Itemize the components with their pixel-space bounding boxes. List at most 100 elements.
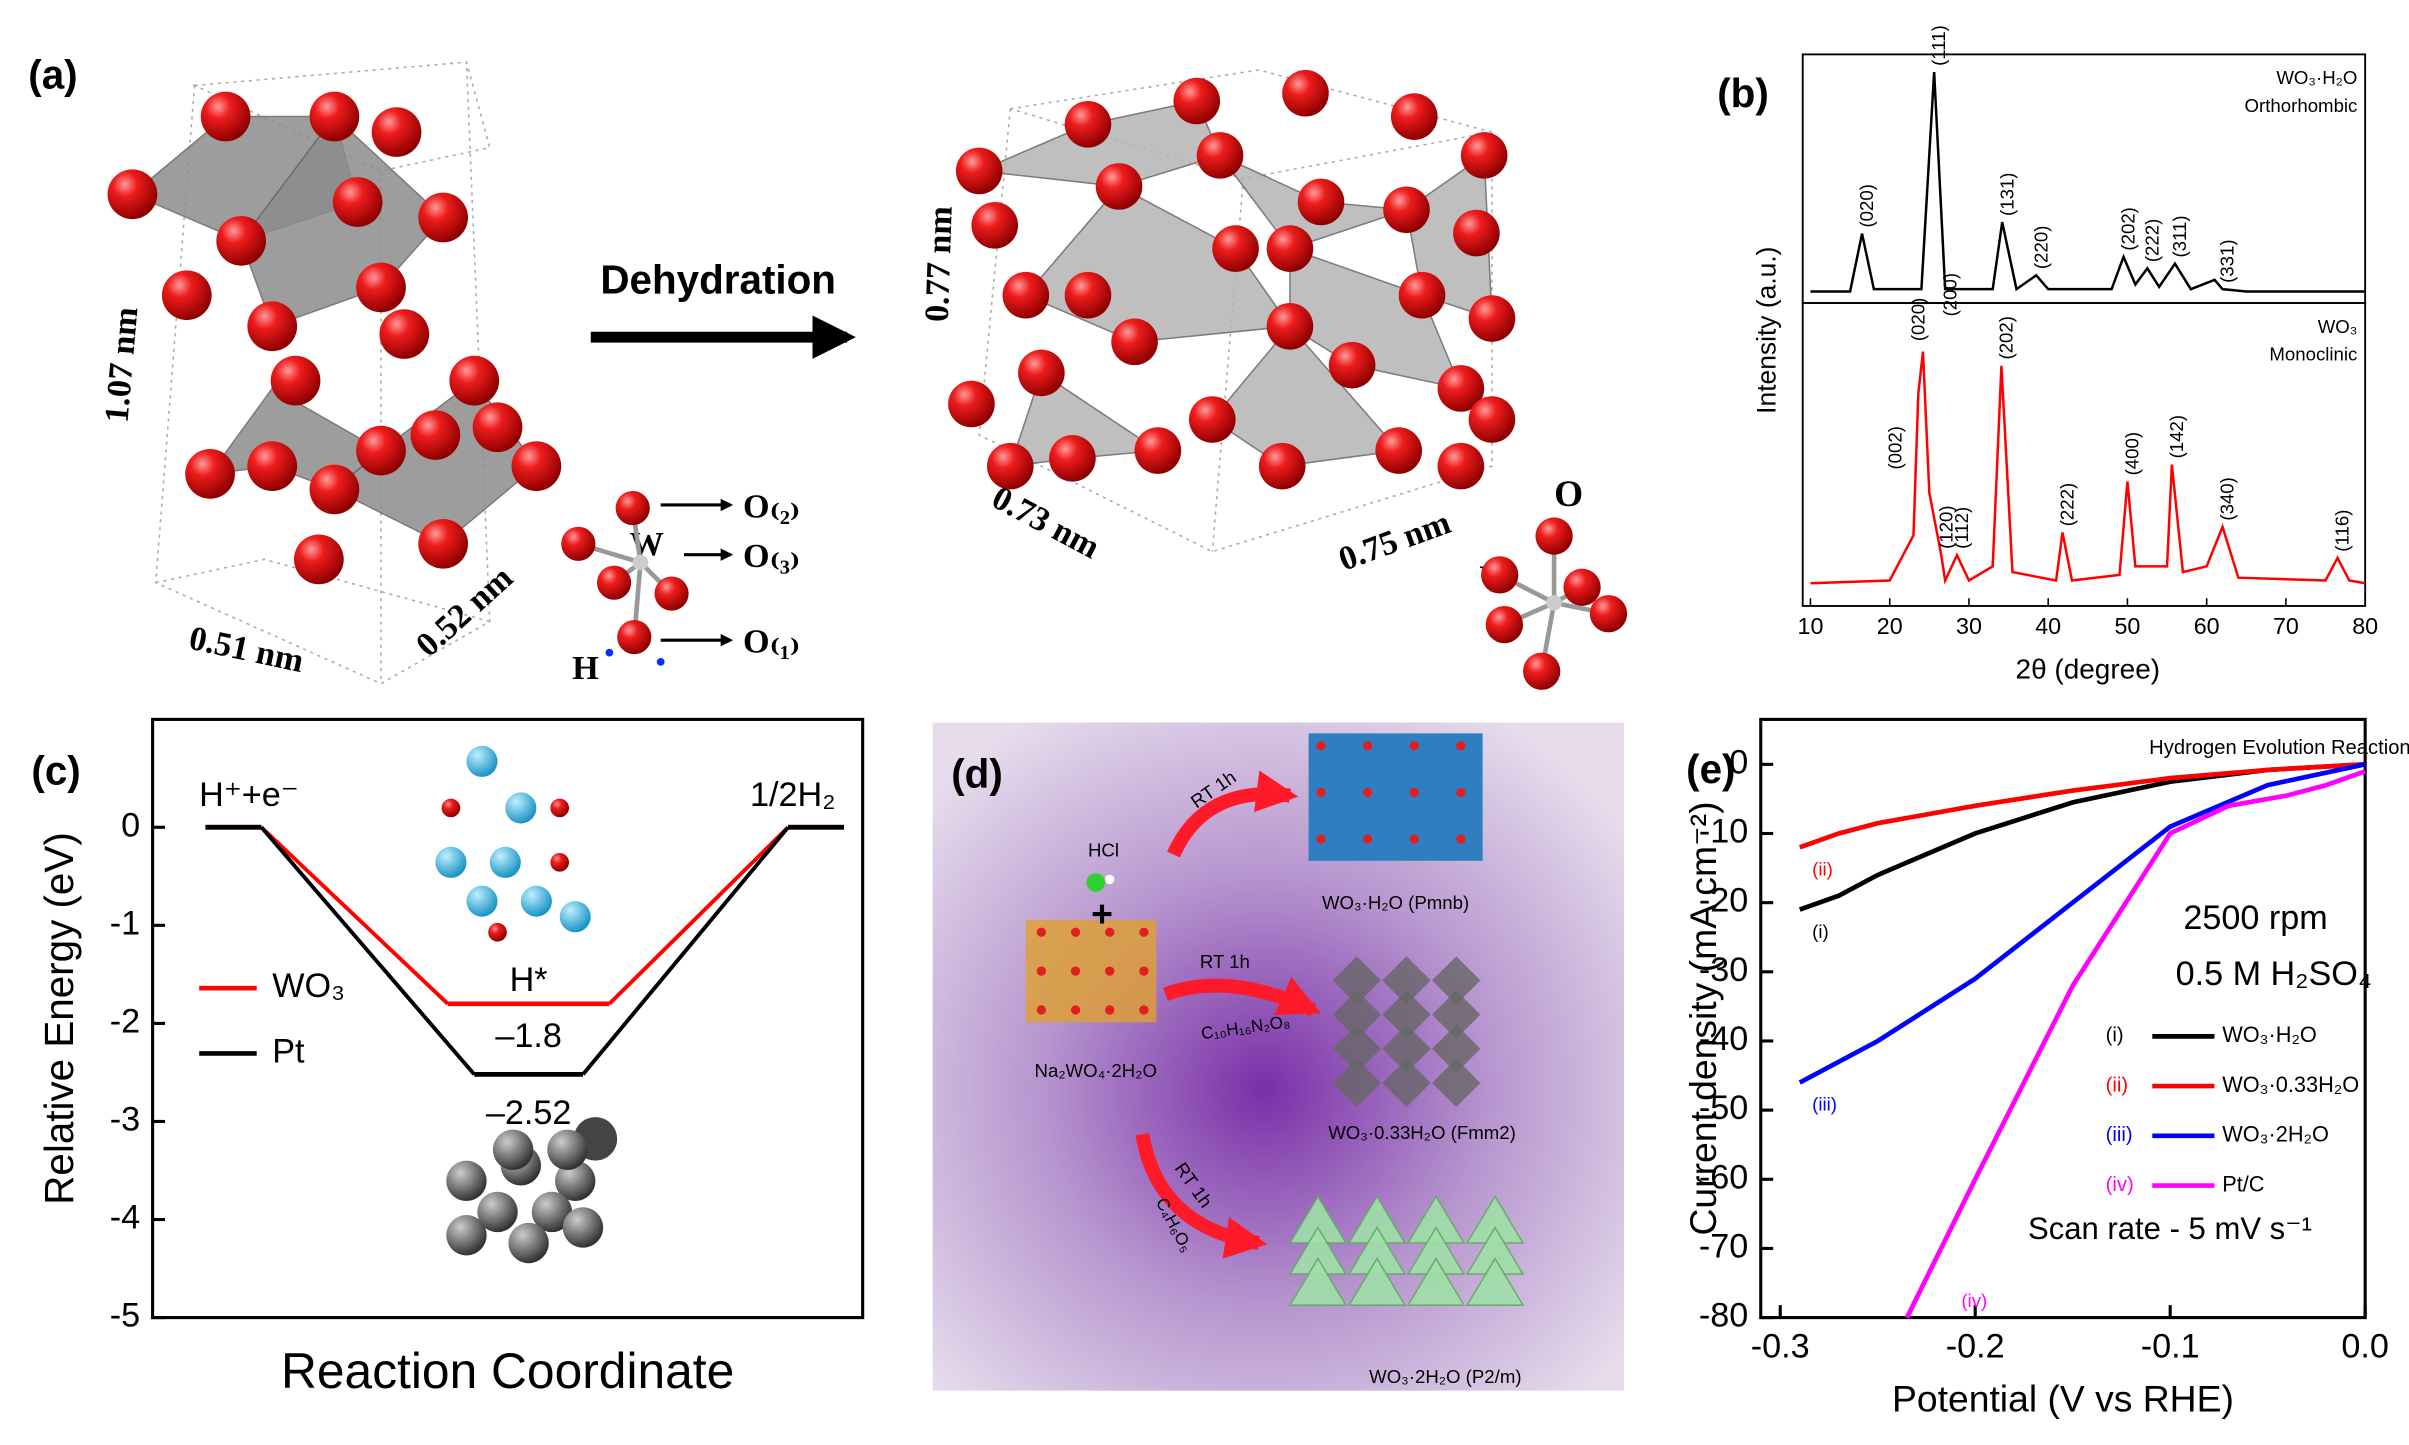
legend-tag: (iv) [2106,1174,2134,1196]
atom [508,1222,549,1264]
y-tick-label: -2 [110,1002,140,1040]
state-label: 1/2H₂ [750,776,835,814]
atom [1064,271,1112,319]
dimension: 1.07 nm [99,306,146,425]
atom [472,402,523,453]
atom [1139,1005,1149,1015]
peak-label: (202) [1996,316,2017,359]
x-tick-label: 40 [2035,613,2061,639]
y-tick-label: -50 [1699,1089,1748,1127]
atom [1105,927,1115,937]
atom [550,853,570,872]
x-tick-label: 0.0 [2341,1328,2389,1366]
dimension: 0.75 nm [1334,504,1455,578]
x-tick-label: -0.1 [2141,1328,2200,1366]
atom [1362,741,1373,751]
atom [185,449,235,499]
peak-label: (202) [2118,207,2139,250]
atom [1409,741,1419,751]
atom [1390,93,1438,140]
peak-label: (120) [1935,505,1956,548]
atom [1266,225,1314,272]
curve-tag: (iii) [1812,1094,1837,1115]
x-tick-label: 50 [2114,613,2140,639]
panel-label: (a) [28,51,77,97]
atom [617,619,652,655]
connector [581,826,790,1076]
panel-background [932,722,1625,1391]
atom [1070,927,1081,937]
atom [1196,132,1244,179]
atom [1105,966,1115,976]
atom [466,745,498,777]
annotation: 2500 rpm [2183,899,2327,937]
atom [1049,435,1096,482]
annotation: Hydrogen Evolution Reaction [2149,737,2409,759]
atom [948,380,995,428]
atom-label: O₍₁₎ [743,624,800,661]
x-tick-label: 70 [2273,613,2299,639]
atom [1437,442,1485,490]
x-axis-label: 2θ (degree) [2016,654,2161,685]
atom [1409,787,1419,798]
atom [1398,271,1446,319]
atom [1297,178,1345,226]
atom [441,798,461,818]
product: WO₃·2H₂O (P2/m) [1369,1366,1521,1387]
atom [466,885,498,917]
atom [1095,163,1143,210]
legend-tag: (ii) [2106,1074,2128,1096]
state-label: H* [510,961,548,999]
atom [550,798,570,818]
x-tick-label: -0.2 [1946,1328,2005,1366]
atom [309,464,360,515]
atom [1328,341,1376,389]
atom [1139,966,1149,976]
atom [247,441,298,491]
peak-label: (200) [1940,273,1961,316]
y-tick-label: -30 [1699,951,1748,989]
atom [1188,396,1236,443]
x-tick-label: 10 [1798,613,1824,639]
curve-tag: (ii) [1812,859,1833,880]
atom [654,576,689,611]
atom [1139,927,1149,937]
y-tick-label: -4 [110,1199,140,1237]
legend-label: Pt [272,1032,305,1070]
peak-label: (112) [1951,507,1972,549]
y-tick-label: 0 [121,806,140,844]
peak-label: (311) [2169,215,2190,257]
atom-pointers [660,498,734,647]
plus: + [1091,893,1113,935]
panel-label: (c) [31,747,80,793]
atom [200,91,251,142]
structure [1308,733,1483,861]
condition: RT 1h [1200,951,1250,972]
atom [1002,271,1050,319]
atom [1375,427,1423,474]
series-phase: Monoclinic [2269,344,2357,365]
atom [371,107,422,157]
annotation: 0.5 M H₂SO₄ [2176,955,2372,993]
y-axis-label: Relative Energy (eV) [36,832,82,1205]
peak-label: (020) [1856,184,1877,227]
atom [1018,349,1065,397]
curve [1798,761,2366,850]
y-axis-label: Current density (mA cm⁻²) [1682,801,1724,1235]
atom [656,658,665,666]
atom [1453,209,1500,257]
curve [1798,762,2366,1085]
atom [492,1129,534,1170]
atom [1468,396,1516,443]
peak-label: (142) [2166,415,2187,458]
connector [608,825,790,1006]
peak-label: (340) [2217,477,2238,520]
atom [955,147,1003,195]
atom [1036,1005,1047,1015]
atom [1523,652,1561,690]
atom [1535,517,1573,555]
curve [1798,761,2366,912]
y-tick-label: -80 [1699,1297,1748,1335]
atom [615,490,650,526]
atom [547,1129,588,1170]
